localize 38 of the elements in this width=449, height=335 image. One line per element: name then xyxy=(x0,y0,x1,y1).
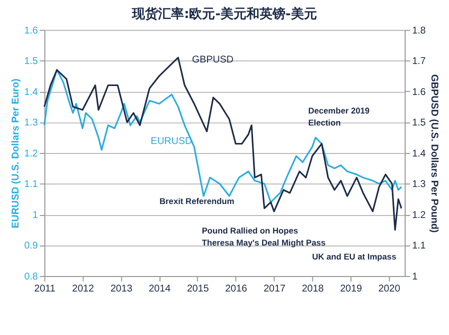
x-tick-label: 2015 xyxy=(186,283,210,294)
y-tick-label: 0.8 xyxy=(24,271,38,282)
y2-tick-label: 1.8 xyxy=(412,25,426,36)
y2-tick-label: 1.2 xyxy=(412,210,426,221)
x-tick-label: 2014 xyxy=(148,283,172,294)
y-tick-label: 1.6 xyxy=(24,25,38,36)
annotation: Brexit Referendum xyxy=(160,196,234,206)
chart-title: 现货汇率:欧元-美元和英镑-美元 xyxy=(131,6,317,22)
y2-tick-label: 1.7 xyxy=(412,56,426,68)
line-series xyxy=(44,69,402,203)
series-label: GBPUSD xyxy=(192,54,234,66)
y-tick-label: 1.4 xyxy=(24,86,38,98)
x-tick-label: 2019 xyxy=(340,283,362,294)
y-tick-label: 1.3 xyxy=(24,118,38,129)
annotation: December 2019 Election xyxy=(308,106,370,128)
y2-tick-label: 1.3 xyxy=(412,179,426,190)
y2-tick-label: 1.5 xyxy=(412,118,426,129)
y-tick-label: 1.2 xyxy=(24,148,38,160)
x-tick-label: 2020 xyxy=(378,283,401,294)
y-tick-label: 0.9 xyxy=(24,240,38,252)
annotation: Pound Rallied on Hopes Theresa May's Deal Might Pass xyxy=(202,226,326,248)
y2-tick-label: 1.4 xyxy=(412,148,426,160)
y-axis-title: EURUSD (U.S. Dollars Per Euro) xyxy=(10,78,22,228)
y-tick-label: 1.1 xyxy=(24,179,38,190)
y2-tick-label: 1 xyxy=(412,271,418,282)
x-tick-label: 2018 xyxy=(302,283,324,294)
x-tick-label: 2012 xyxy=(72,283,94,294)
y2-axis-title: GBPUSD (U.S. Dollars Per Pound) xyxy=(428,74,440,233)
x-tick-label: 2017 xyxy=(264,283,286,294)
x-tick-label: 2011 xyxy=(34,283,56,294)
x-tick-label: 2016 xyxy=(225,283,248,294)
y-tick-label: 1.5 xyxy=(24,56,38,68)
annotation: UK and EU at Impass xyxy=(312,251,397,262)
y-tick-label: 1 xyxy=(32,210,38,221)
series-label: EURUSD xyxy=(150,136,192,148)
y2-tick-label: 1.6 xyxy=(412,86,426,98)
y2-tick-label: 1.1 xyxy=(412,240,426,252)
x-tick-label: 2013 xyxy=(110,283,133,294)
